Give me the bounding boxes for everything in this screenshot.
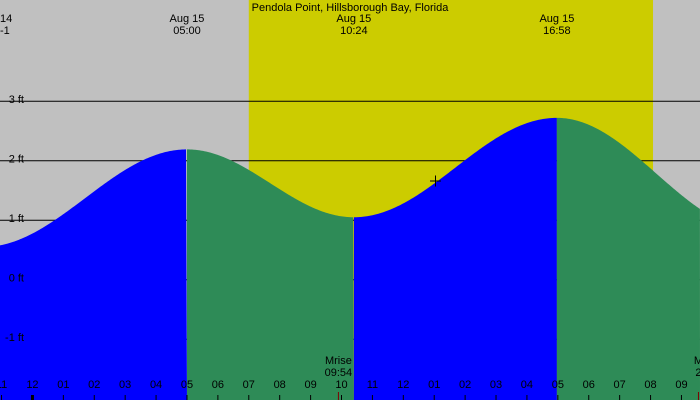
- falling-tide: [186, 149, 354, 400]
- x-tick-label: 12: [397, 379, 409, 391]
- extreme-time: 10:24: [340, 25, 368, 37]
- x-tick-label: 03: [490, 379, 502, 391]
- extreme-time: 05:00: [173, 25, 201, 37]
- x-tick-label: 06: [212, 379, 224, 391]
- x-tick-label: 04: [521, 379, 533, 391]
- extreme-time: 16:58: [543, 25, 571, 37]
- x-tick-label: 03: [119, 379, 131, 391]
- y-tick-label: -1 ft: [5, 332, 24, 344]
- y-tick-label: 0 ft: [9, 273, 24, 285]
- extreme-date: Aug 15: [170, 13, 205, 25]
- moon-event: Mrise: [325, 355, 352, 367]
- moon-time: 2: [695, 367, 700, 379]
- cursor: [430, 175, 441, 187]
- y-tick-label: 3 ft: [9, 94, 24, 106]
- x-tick-label: 01: [57, 379, 69, 391]
- extreme-date: Aug 15: [336, 13, 371, 25]
- x-tick-label: 09: [675, 379, 687, 391]
- x-tick-label: 10: [335, 379, 347, 391]
- moon-event: M: [694, 355, 700, 367]
- y-tick-label: 2 ft: [9, 154, 24, 166]
- x-tick-label: 09: [304, 379, 316, 391]
- extreme-time: -1: [0, 25, 10, 37]
- falling-tide: [556, 117, 700, 400]
- x-tick-label: 08: [644, 379, 656, 391]
- x-tick-label: 02: [459, 379, 471, 391]
- x-tick-label: 01: [428, 379, 440, 391]
- x-tick-label: 07: [243, 379, 255, 391]
- x-tick-label: 05: [552, 379, 564, 391]
- rising-tide: [0, 149, 187, 400]
- y-tick-label: 1 ft: [9, 213, 24, 225]
- extreme-date: Aug 15: [539, 13, 574, 25]
- x-tick-label: 06: [583, 379, 595, 391]
- rising-tide: [353, 117, 557, 400]
- x-tick-label: 12: [26, 379, 38, 391]
- x-tick-label: 05: [181, 379, 193, 391]
- x-tick-label: 11: [367, 379, 378, 391]
- x-tick-label: 07: [614, 379, 626, 391]
- x-tick-label: 08: [274, 379, 286, 391]
- x-tick-label: 02: [88, 379, 100, 391]
- chart-title: Pendola Point, Hillsborough Bay, Florida: [252, 2, 450, 14]
- x-tick-label: 11: [0, 379, 7, 391]
- moon-time: 09:54: [325, 367, 353, 379]
- extreme-date: 14: [0, 13, 12, 25]
- x-tick-label: 04: [150, 379, 162, 391]
